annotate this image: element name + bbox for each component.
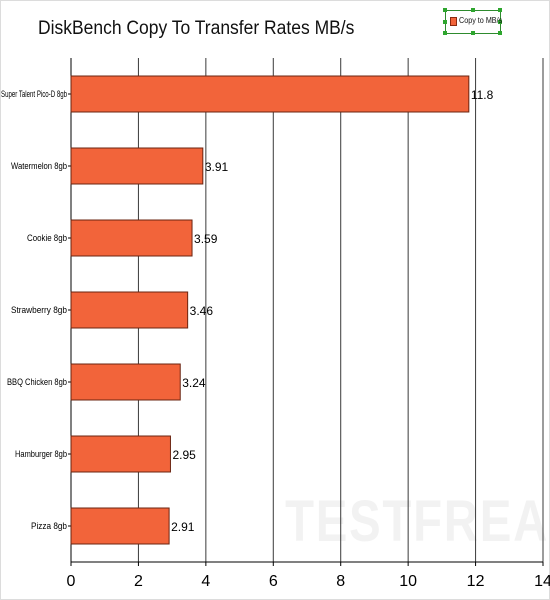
x-tick-label: 10 bbox=[399, 573, 417, 590]
legend-resize-handle[interactable] bbox=[443, 20, 447, 24]
legend[interactable]: Copy to MB/s bbox=[443, 8, 503, 35]
category-label: Strawberry 8gb bbox=[11, 305, 67, 315]
legend-resize-handle[interactable] bbox=[443, 8, 447, 12]
x-tick-label: 0 bbox=[67, 573, 76, 590]
category-label: Watermelon 8gb bbox=[11, 161, 67, 171]
chart-title: DiskBench Copy To Transfer Rates MB/s bbox=[38, 18, 355, 39]
x-tick-label: 14 bbox=[534, 573, 550, 590]
bar bbox=[70, 363, 181, 401]
x-tick-label: 8 bbox=[336, 573, 345, 590]
category-label: Cookie 8gb bbox=[27, 233, 67, 243]
legend-resize-handle[interactable] bbox=[498, 20, 502, 24]
x-tick-label: 6 bbox=[269, 573, 278, 590]
legend-label: Copy to MB/s bbox=[459, 16, 503, 25]
x-tick-label: 12 bbox=[467, 573, 485, 590]
legend-resize-handle[interactable] bbox=[471, 8, 475, 12]
watermark-logo: TESTFREAKS bbox=[285, 489, 550, 554]
x-tick-label: 2 bbox=[134, 573, 143, 590]
data-label: 3.46 bbox=[190, 304, 214, 318]
labels: 0 2 4 6 8 10 12 14 Super Talent Pico-D 8gb 11.8 Wa… bbox=[1, 88, 550, 590]
data-label: 3.59 bbox=[194, 232, 218, 246]
bar bbox=[70, 147, 204, 185]
bar bbox=[70, 435, 171, 473]
bar bbox=[70, 75, 470, 113]
legend-resize-handle[interactable] bbox=[498, 8, 502, 12]
data-label: 3.91 bbox=[205, 160, 229, 174]
bar bbox=[70, 291, 189, 329]
bars bbox=[70, 75, 470, 545]
x-tick-label: 4 bbox=[201, 573, 210, 590]
category-label: Hamburger 8gb bbox=[15, 449, 67, 459]
category-label: Pizza 8gb bbox=[31, 521, 67, 531]
legend-resize-handle[interactable] bbox=[443, 31, 447, 35]
category-label: Super Talent Pico-D 8gb bbox=[1, 89, 67, 99]
bar bbox=[70, 507, 170, 545]
category-label: BBQ Chicken 8gb bbox=[7, 377, 67, 387]
data-label: 3.24 bbox=[182, 376, 206, 390]
bar bbox=[70, 219, 193, 257]
legend-resize-handle[interactable] bbox=[498, 31, 502, 35]
legend-resize-handle[interactable] bbox=[471, 31, 475, 35]
data-label: 2.91 bbox=[171, 520, 195, 534]
data-label: 2.95 bbox=[172, 448, 196, 462]
legend-swatch bbox=[450, 17, 457, 26]
data-label: 11.8 bbox=[471, 88, 494, 102]
